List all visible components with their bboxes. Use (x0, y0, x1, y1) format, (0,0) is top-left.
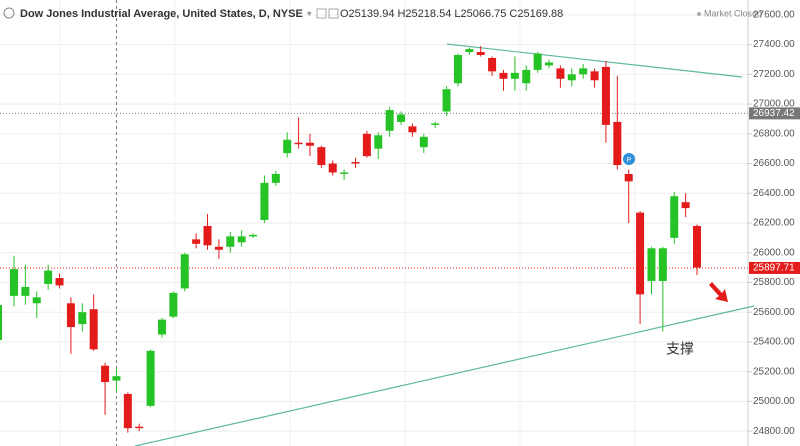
candle-body (21, 286, 30, 296)
candle-body (556, 68, 565, 79)
candle-body (260, 182, 269, 221)
candle-body (465, 49, 474, 53)
candle-body (362, 133, 371, 157)
candle-body (169, 292, 178, 317)
candle-body (408, 126, 417, 133)
y-tick-label: 26200.00 (753, 218, 795, 229)
candle-body (328, 163, 337, 173)
market-status: Market Closed (704, 8, 762, 18)
candle-body (78, 312, 87, 325)
candle-body (385, 110, 394, 131)
candle-body (146, 350, 155, 406)
candle-body (453, 55, 462, 84)
candle-body (294, 142, 303, 145)
candle-body (431, 123, 440, 125)
candle-body (579, 68, 588, 75)
y-tick-label: 25800.00 (753, 277, 795, 288)
candle-body (32, 297, 41, 304)
candle-body (55, 278, 64, 286)
candle-body (601, 66, 610, 125)
symbol-icon (3, 7, 15, 19)
y-tick-label: 27600.00 (753, 10, 795, 21)
candle-body (545, 62, 554, 66)
candle-body (567, 74, 576, 81)
chart-title: Dow Jones Industrial Average, United Sta… (20, 8, 303, 20)
candle-body (203, 225, 212, 246)
price-label-box (749, 107, 800, 120)
candle-body (647, 248, 656, 281)
candle-body (374, 135, 383, 149)
y-tick-label: 25000.00 (753, 396, 795, 407)
candle-body (44, 270, 53, 284)
candle-body (10, 269, 18, 296)
candle-body (658, 248, 667, 281)
y-tick-label: 26400.00 (753, 188, 795, 199)
status-dot (697, 12, 701, 16)
ohlc-legend: O25139.94 H25218.54 L25066.75 C25169.88 (340, 8, 563, 20)
candle-body (123, 393, 132, 429)
candle-body (510, 72, 519, 79)
candle-body (613, 121, 622, 166)
candle-body (499, 72, 508, 79)
candle-body (101, 365, 110, 383)
y-tick-label: 26800.00 (753, 128, 795, 139)
candle-body (351, 162, 360, 164)
y-tick-label: 26600.00 (753, 158, 795, 169)
candle-body (522, 69, 531, 84)
candle-body (192, 239, 201, 244)
support-line (134, 305, 755, 446)
y-tick-label: 27400.00 (753, 39, 795, 50)
candle-body (317, 147, 326, 166)
price-label-box (749, 261, 800, 274)
candle-body (249, 234, 258, 237)
candle-body (135, 426, 144, 429)
y-tick-label: 27000.00 (753, 99, 795, 110)
candle-body (112, 376, 121, 381)
price-label: 25897.71 (753, 263, 795, 274)
candle-body (214, 246, 223, 250)
candle-body (442, 89, 451, 112)
y-tick-label: 25400.00 (753, 337, 795, 348)
down-arrow (709, 282, 728, 302)
candle-body (271, 173, 280, 183)
candle-body (670, 196, 679, 238)
candle-body (305, 142, 314, 146)
y-tick-label: 27200.00 (753, 69, 795, 80)
candle-body (226, 236, 235, 247)
candle-body (397, 114, 406, 122)
candle-body (636, 212, 645, 295)
event-marker (623, 153, 635, 165)
dropdown-icon[interactable]: ▾ (307, 8, 312, 18)
candle-body (237, 236, 246, 243)
candle-body (476, 52, 485, 56)
candle-body (180, 254, 189, 289)
plot (0, 46, 701, 433)
candle-body (533, 53, 542, 70)
y-tick-label: 25600.00 (753, 307, 795, 318)
eye-icon[interactable] (316, 8, 327, 19)
settings-icon[interactable] (328, 8, 339, 19)
price-label: 26937.42 (753, 108, 795, 119)
candle-body (89, 309, 98, 350)
candle-body (681, 202, 690, 209)
candle-body (340, 172, 349, 174)
y-tick-label: 24800.00 (753, 426, 795, 437)
candle-body (590, 71, 599, 81)
y-tick-label: 26000.00 (753, 247, 795, 258)
y-tick-label: 25200.00 (753, 366, 795, 377)
support-annotation: 支撑 (666, 341, 694, 357)
candle-body (693, 225, 701, 268)
candle-body (488, 57, 497, 72)
candle-body (157, 319, 166, 335)
resistance-line (446, 43, 743, 78)
candle-body (624, 173, 633, 182)
candle-body (66, 303, 75, 328)
event-marker-icon: P (627, 157, 632, 164)
candle-body (419, 136, 428, 148)
grid (0, 0, 748, 446)
candle-body (283, 139, 292, 154)
